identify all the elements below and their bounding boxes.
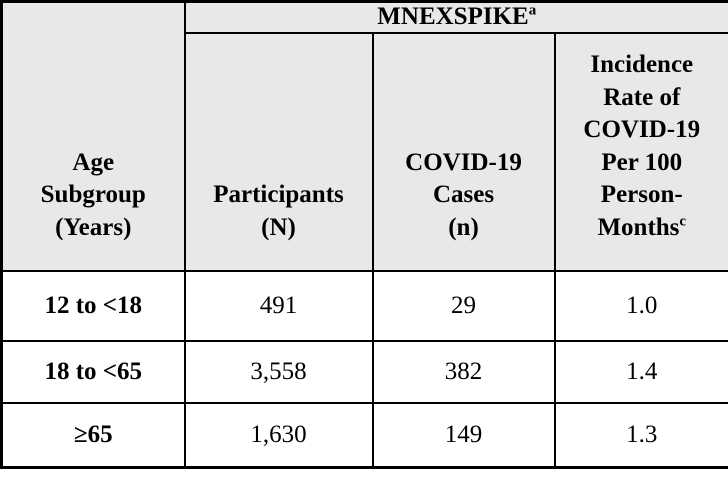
col-header-covid-cases: COVID-19 Cases (n) [371, 32, 556, 273]
cell-participants: 1,630 [183, 402, 374, 469]
cell-participants: 491 [183, 270, 374, 343]
cell-covid-cases: 29 [371, 270, 556, 343]
age-subgroup-incidence-table: Age Subgroup (Years) MNEXSPIKEa Particip… [0, 0, 728, 469]
cell-covid-cases: 382 [371, 340, 556, 405]
cell-incidence-rate: 1.3 [553, 402, 728, 469]
cell-covid-cases: 149 [371, 402, 556, 469]
cell-incidence-rate: 1.4 [553, 340, 728, 405]
group-header-mnexspike: MNEXSPIKEa [183, 0, 728, 35]
table-row: 18 to <65 3,558 382 1.4 [0, 340, 728, 405]
incidence-header-label: Incidence Rate of COVID-19 Per 100 Perso… [583, 51, 701, 241]
col-header-incidence-rate: Incidence Rate of COVID-19 Per 100 Perso… [553, 32, 728, 273]
row-label-age-65-plus: ≥65 [0, 402, 186, 469]
group-header-footnote-marker: a [528, 2, 537, 19]
cell-participants: 3,558 [183, 340, 374, 405]
col-header-participants: Participants (N) [183, 32, 374, 273]
incidence-footnote-marker: c [679, 213, 687, 230]
cell-incidence-rate: 1.0 [553, 270, 728, 343]
row-label-age-12-to-18: 12 to <18 [0, 270, 186, 343]
col-header-age-subgroup: Age Subgroup (Years) [0, 0, 186, 273]
row-label-age-18-to-65: 18 to <65 [0, 340, 186, 405]
group-header-label: MNEXSPIKE [377, 3, 529, 30]
table-row: 12 to <18 491 29 1.0 [0, 270, 728, 343]
table-row: ≥65 1,630 149 1.3 [0, 402, 728, 469]
